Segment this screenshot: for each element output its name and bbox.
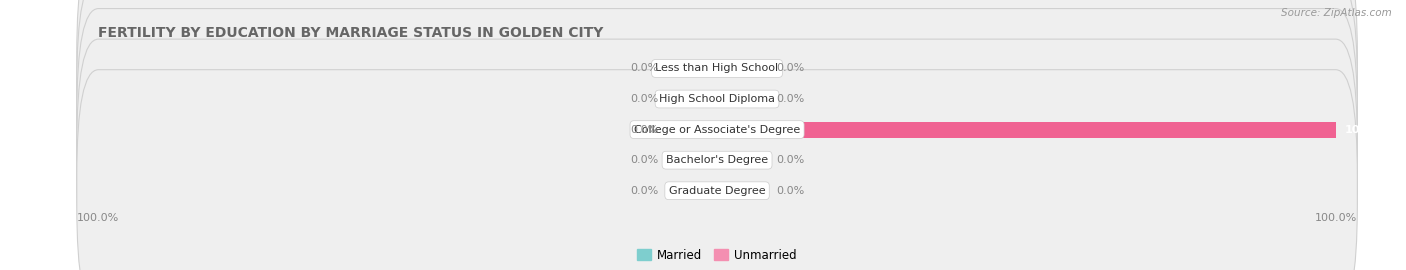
FancyBboxPatch shape [77,0,1357,190]
Bar [717,60,766,76]
Text: Bachelor's Degree: Bachelor's Degree [666,155,768,165]
Bar [668,91,717,107]
FancyBboxPatch shape [77,0,1357,220]
Text: FERTILITY BY EDUCATION BY MARRIAGE STATUS IN GOLDEN CITY: FERTILITY BY EDUCATION BY MARRIAGE STATU… [98,26,603,40]
Bar [717,183,766,199]
Text: Graduate Degree: Graduate Degree [669,186,765,196]
Text: 0.0%: 0.0% [630,94,658,104]
Text: 0.0%: 0.0% [776,94,804,104]
Text: 0.0%: 0.0% [630,155,658,165]
Text: 0.0%: 0.0% [776,155,804,165]
FancyBboxPatch shape [77,39,1357,270]
Bar [668,183,717,199]
Bar [668,152,717,168]
Bar [717,91,766,107]
FancyBboxPatch shape [77,9,1357,251]
Text: 0.0%: 0.0% [630,63,658,73]
Text: 0.0%: 0.0% [776,186,804,196]
Legend: Married, Unmarried: Married, Unmarried [633,244,801,266]
Text: 0.0%: 0.0% [630,186,658,196]
Text: 0.0%: 0.0% [776,63,804,73]
Text: Source: ZipAtlas.com: Source: ZipAtlas.com [1281,8,1392,18]
Text: Less than High School: Less than High School [655,63,779,73]
Text: High School Diploma: High School Diploma [659,94,775,104]
Text: College or Associate's Degree: College or Associate's Degree [634,124,800,135]
Bar [668,122,717,137]
Bar [668,60,717,76]
Text: 0.0%: 0.0% [630,124,658,135]
FancyBboxPatch shape [77,70,1357,270]
Bar [717,152,766,168]
Text: 100.0%: 100.0% [1346,124,1391,135]
Bar [717,122,1336,137]
